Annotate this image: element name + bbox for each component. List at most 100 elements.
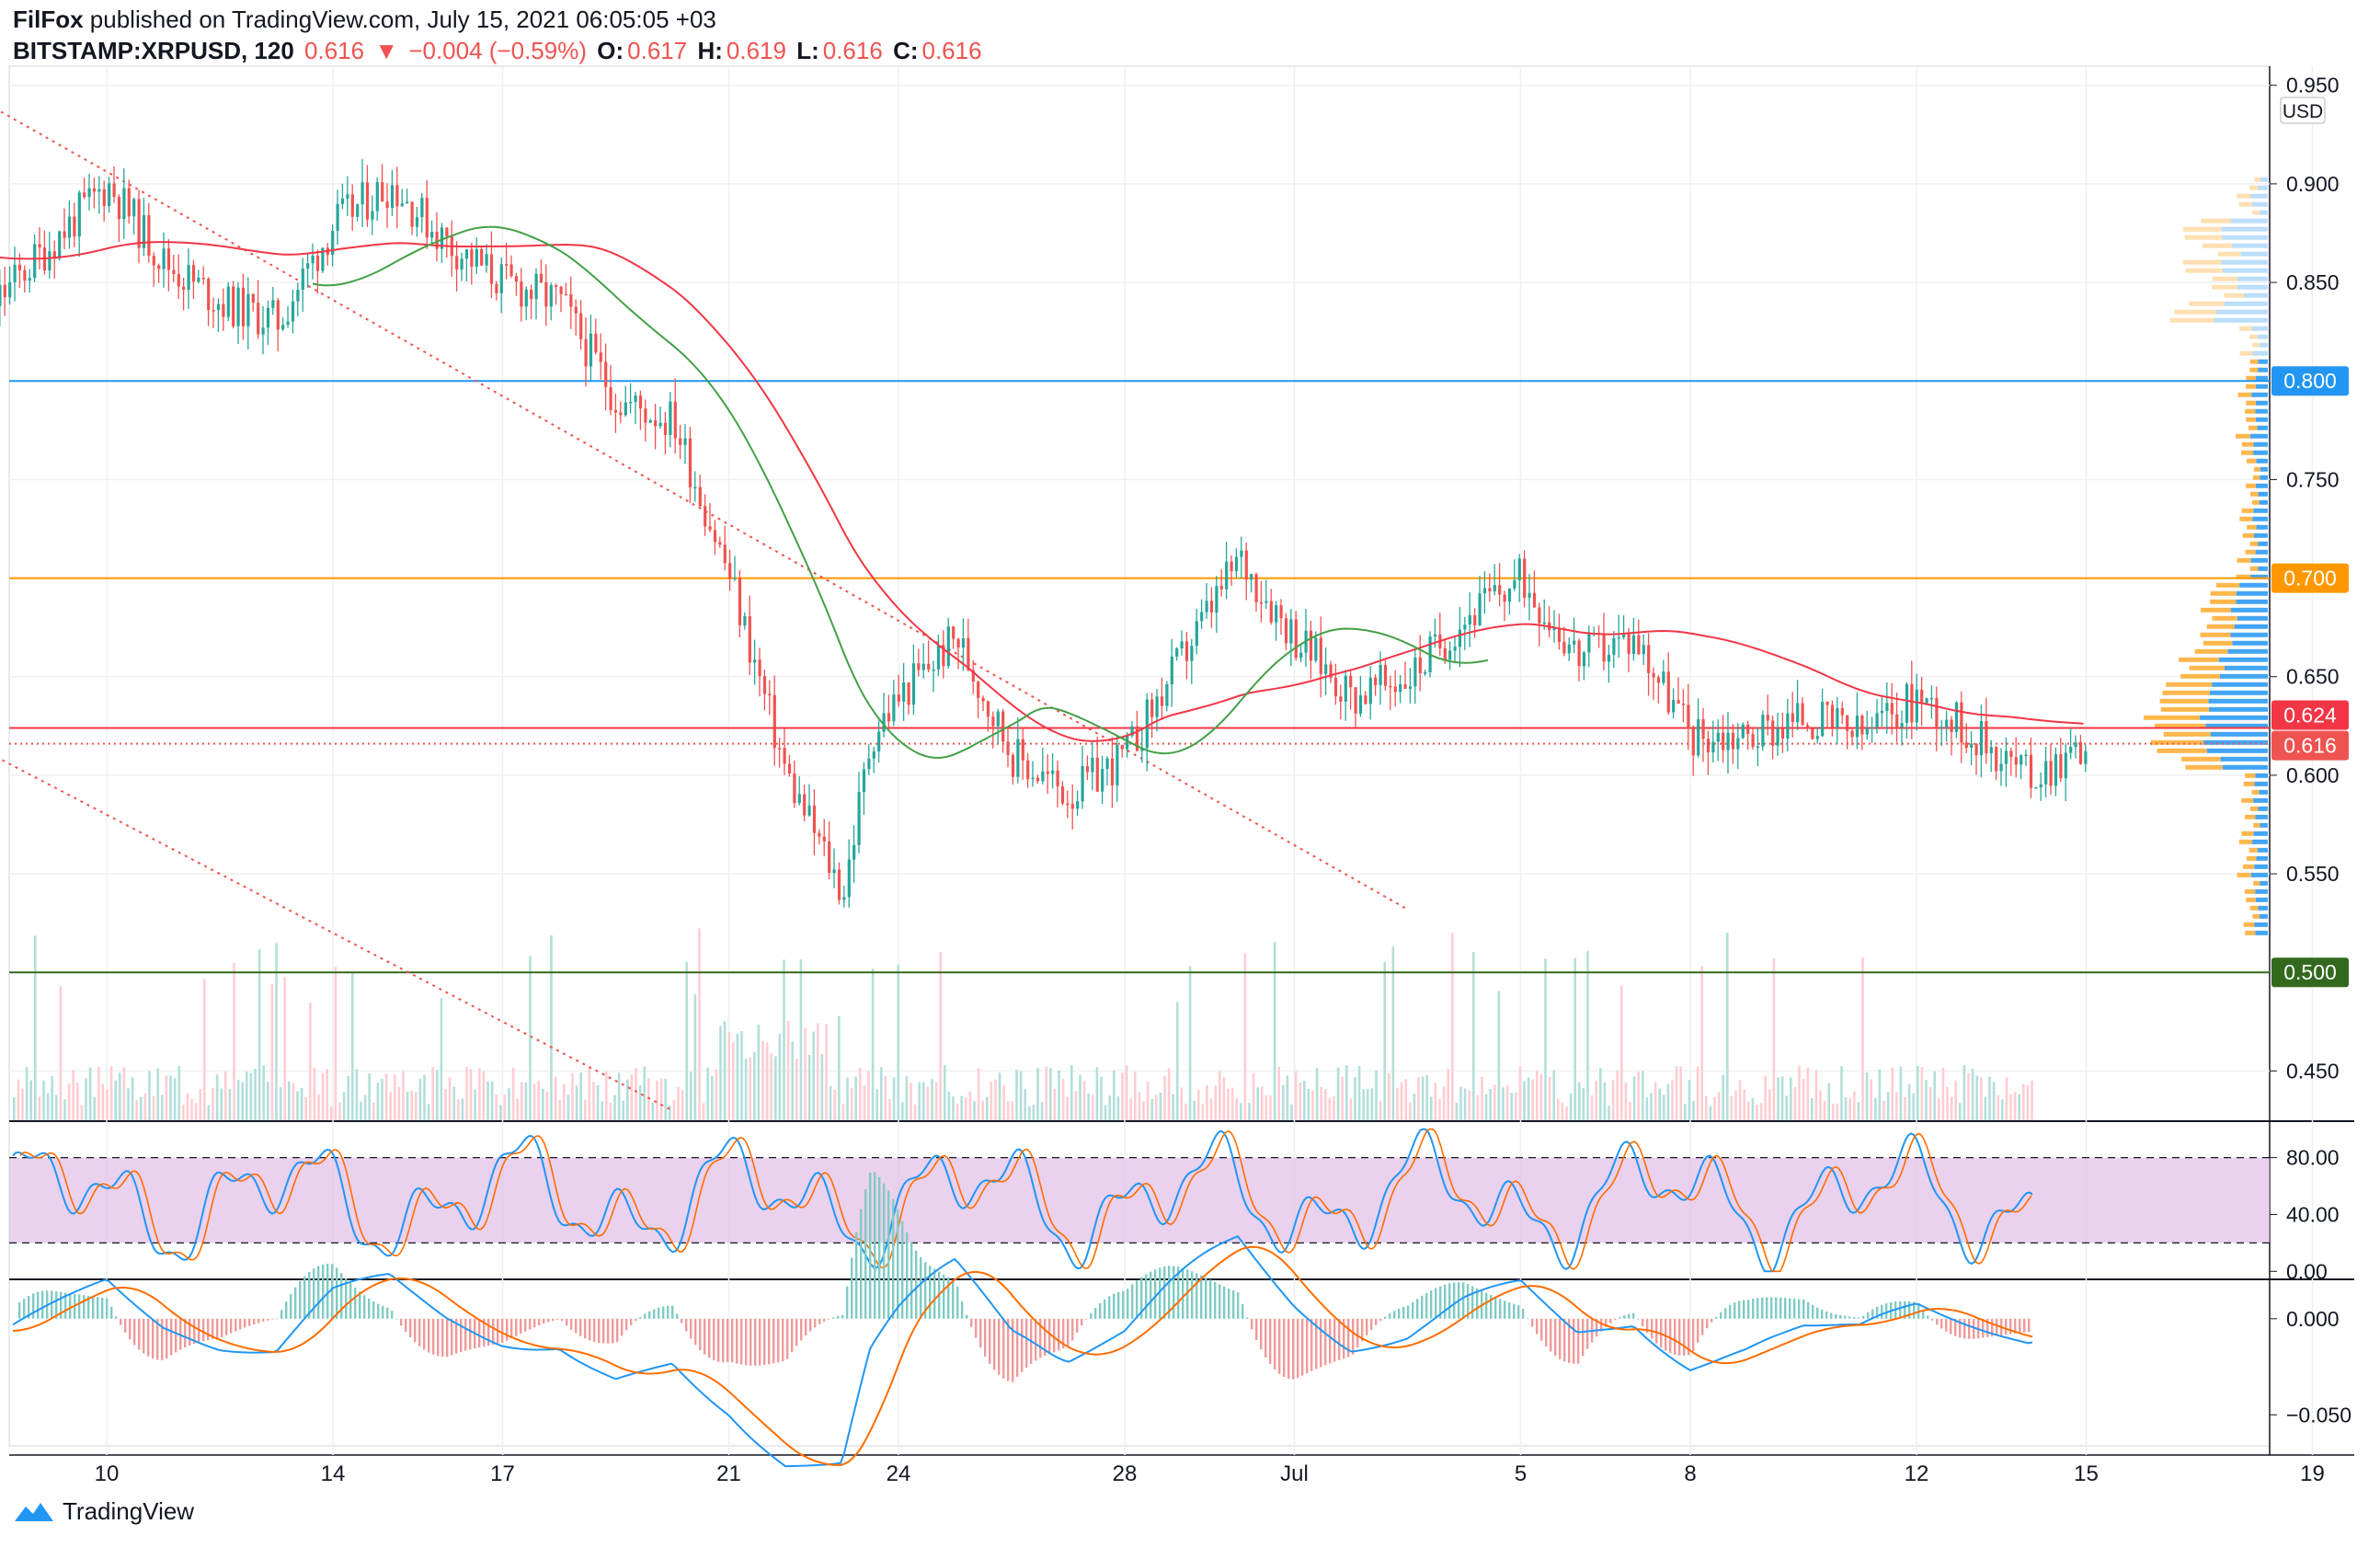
macd-histogram-bar [262,1318,265,1323]
macd-histogram-bar [906,1232,909,1319]
candle-body [420,198,424,218]
volume-bar [1396,1087,1399,1120]
candle-body [1240,550,1243,557]
volume-bar [736,1033,739,1120]
candle-body [1811,728,1814,739]
candle-body [455,256,459,269]
macd-histogram-bar [676,1313,679,1319]
macd-histogram-bar [280,1310,283,1319]
volume-bar [1252,1072,1255,1120]
volume-bar [1328,1097,1332,1120]
symbol-label[interactable]: BITSTAMP:XRPUSD, 120 [13,37,294,64]
macd-histogram-bar [1127,1289,1129,1319]
macd-histogram-bar [83,1295,86,1319]
volume-bar [1586,950,1589,1120]
macd-histogram-bar [1688,1318,1690,1356]
macd-histogram-bar [299,1281,302,1319]
macd-histogram-bar [372,1301,375,1319]
candle-body [1448,650,1452,660]
macd-histogram-bar [1315,1318,1318,1369]
volume-bar [1844,1097,1848,1120]
volume-bar [960,1095,963,1120]
volume-bar [1997,1094,1999,1120]
volume-bar [1311,1090,1314,1120]
macd-histogram-bar [1848,1316,1851,1319]
volume-profile-bar [2255,549,2268,555]
candle-body [1060,785,1065,804]
macd-histogram-bar [1140,1277,1143,1319]
volume-bar [207,1105,211,1120]
volume-profile-bar [2247,524,2257,530]
candle-body [1424,671,1427,674]
brand-name[interactable]: TradingView [63,1497,195,1525]
candle-body [952,626,955,639]
candle-body [1577,640,1581,667]
candle-body [942,645,945,667]
volume-bar [622,1100,624,1120]
author-name[interactable]: FilFox [13,6,84,33]
tradingview-logo-icon[interactable] [13,1499,55,1525]
candle-body [1945,719,1949,728]
volume-bar [939,952,942,1120]
macd-histogram-bar [1867,1312,1870,1319]
volume-profile-bar [2253,508,2268,513]
volume-profile-bar [2246,855,2257,861]
macd-histogram-bar [326,1264,329,1319]
macd-histogram-bar [1412,1301,1414,1319]
candle-body [698,487,702,507]
macd-histogram-bar [1807,1301,1810,1319]
macd-histogram-bar [308,1271,311,1319]
candle-body [1140,748,1144,751]
volume-bar [1992,1082,1996,1120]
volume-bar [719,1026,722,1120]
candle-body [1791,713,1794,723]
candle-body [1264,601,1268,603]
macd-histogram-bar [1950,1318,1952,1335]
volume-bar [1163,1075,1166,1120]
candle-body [340,198,345,204]
volume-bar [474,1089,476,1120]
macd-histogram-bar [630,1318,633,1325]
candle-body [1319,637,1322,674]
candle-body [1230,561,1233,572]
candle-body [142,214,146,248]
high-value: 0.619 [726,37,786,64]
volume-profile-bar [2224,292,2244,298]
volume-profile-bar [2255,888,2268,894]
volume-profile-bar [2221,259,2268,265]
volume-bar [1971,1068,1974,1120]
volume-bar [1709,1106,1712,1120]
volume-profile-bar [2218,251,2241,257]
macd-histogram-bar [363,1295,366,1319]
candle-body [1091,757,1094,773]
candle-body [921,663,925,670]
volume-bar [1751,1098,1755,1120]
volume-bar [1734,1090,1737,1120]
macd-histogram-bar [221,1318,223,1338]
candle-body [1116,744,1119,785]
y-tick-label: 40.00 [2286,1202,2340,1226]
candle-body [1219,585,1223,590]
macd-histogram-bar [1214,1281,1217,1319]
candle-body [872,751,875,759]
volume-profile-bar [2260,466,2268,472]
candle-body [331,230,335,256]
macd-histogram-bar [1035,1318,1037,1361]
macd-histogram-bar [782,1318,784,1362]
volume-profile-bar [2209,706,2268,712]
candle-body [1761,715,1765,747]
volume-profile-bar [2224,301,2268,306]
macd-histogram-bar [455,1318,458,1354]
candle-body [2049,761,2053,786]
candle-body [1234,556,1239,572]
volume-profile-bar [2169,317,2214,323]
candle-body [847,859,851,898]
volume-bar [817,1023,819,1120]
volume-bar [1726,933,1729,1120]
candle-body [1026,760,1030,780]
volume-bar [732,1041,735,1120]
macd-histogram-bar [345,1278,348,1319]
volume-bar [715,1069,718,1120]
volume-bar [1092,1094,1094,1120]
